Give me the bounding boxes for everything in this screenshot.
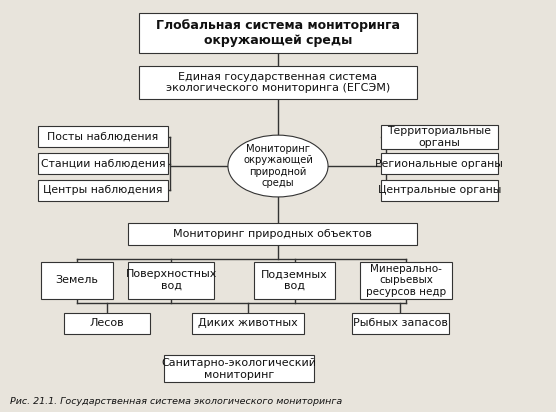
Text: Земель: Земель xyxy=(55,275,98,285)
FancyBboxPatch shape xyxy=(38,126,168,147)
Text: Глобальная система мониторинга
окружающей среды: Глобальная система мониторинга окружающе… xyxy=(156,19,400,47)
FancyBboxPatch shape xyxy=(164,355,314,382)
Text: Мониторинг природных объектов: Мониторинг природных объектов xyxy=(173,229,372,239)
Text: Санитарно-экологический
мониторинг: Санитарно-экологический мониторинг xyxy=(162,358,316,379)
Ellipse shape xyxy=(228,135,328,197)
FancyBboxPatch shape xyxy=(139,66,417,99)
FancyBboxPatch shape xyxy=(360,262,451,299)
FancyBboxPatch shape xyxy=(381,180,498,201)
Text: Мониторинг
окружающей
природной
среды: Мониторинг окружающей природной среды xyxy=(243,144,313,188)
Text: Рыбных запасов: Рыбных запасов xyxy=(353,318,448,328)
Text: Рис. 21.1. Государственная система экологического мониторинга: Рис. 21.1. Государственная система эколо… xyxy=(10,397,342,406)
Text: Центры наблюдения: Центры наблюдения xyxy=(43,185,162,195)
FancyBboxPatch shape xyxy=(128,223,417,245)
Text: Единая государственная система
экологического мониторинга (ЕГСЭМ): Единая государственная система экологиче… xyxy=(166,72,390,93)
FancyBboxPatch shape xyxy=(255,262,335,299)
Text: Минерально-
сырьевых
ресурсов недр: Минерально- сырьевых ресурсов недр xyxy=(366,264,446,297)
FancyBboxPatch shape xyxy=(381,125,498,149)
FancyBboxPatch shape xyxy=(351,313,449,334)
FancyBboxPatch shape xyxy=(38,180,168,201)
Text: Подземных
вод: Подземных вод xyxy=(261,269,328,291)
FancyBboxPatch shape xyxy=(128,262,214,299)
FancyBboxPatch shape xyxy=(192,313,304,334)
FancyBboxPatch shape xyxy=(139,14,417,53)
Text: Станции наблюдения: Станции наблюдения xyxy=(41,159,165,169)
Text: Центральные органы: Центральные органы xyxy=(378,185,501,195)
FancyBboxPatch shape xyxy=(41,262,113,299)
FancyBboxPatch shape xyxy=(63,313,150,334)
FancyBboxPatch shape xyxy=(381,153,498,174)
Text: Региональные органы: Региональные органы xyxy=(375,159,503,169)
Text: Лесов: Лесов xyxy=(90,318,124,328)
Text: Поверхностных
вод: Поверхностных вод xyxy=(126,269,217,291)
FancyBboxPatch shape xyxy=(38,153,168,174)
Text: Диких животных: Диких животных xyxy=(198,318,298,328)
Text: Посты наблюдения: Посты наблюдения xyxy=(47,132,158,142)
Text: Территориальные
органы: Территориальные органы xyxy=(387,126,492,147)
